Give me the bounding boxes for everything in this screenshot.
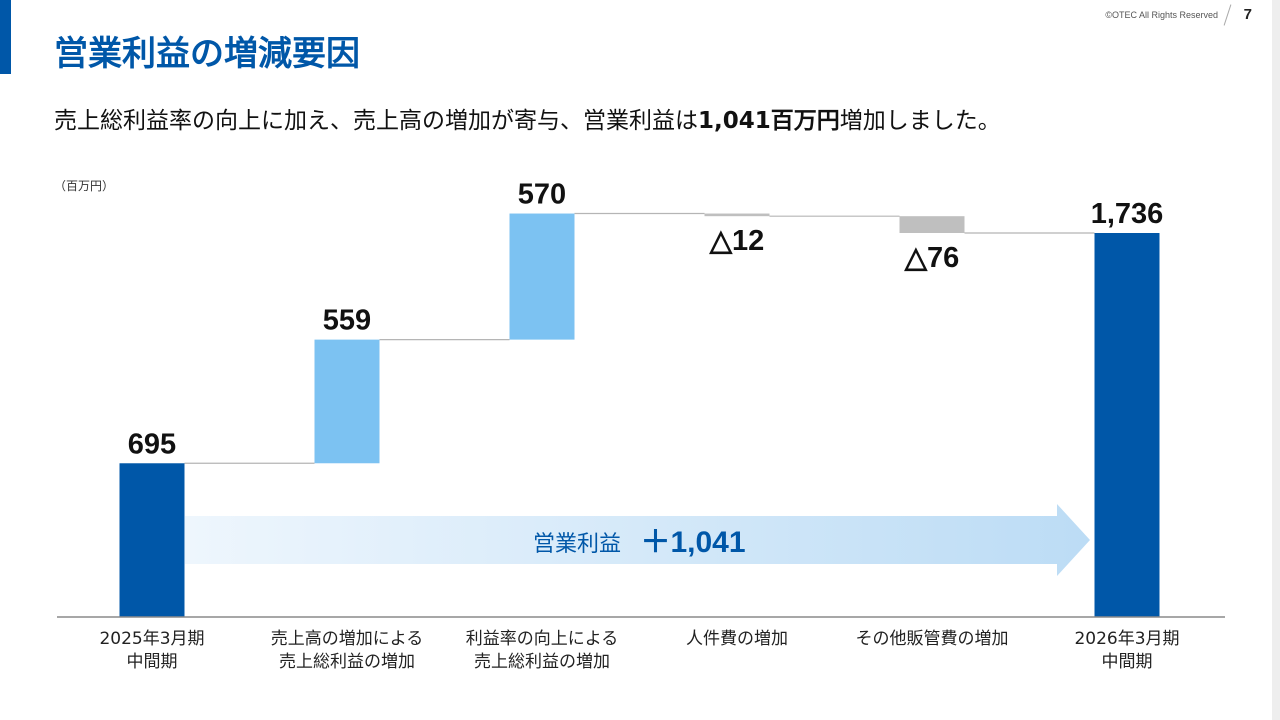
subtitle-text-bold: 1,041百万円 xyxy=(698,108,840,134)
data-label: 559 xyxy=(323,305,371,337)
category-label: 売上総利益の増加 xyxy=(474,652,610,672)
category-label: 売上高の増加による xyxy=(271,629,424,649)
subtitle-text-pre: 売上総利益率の向上に加え、売上高の増加が寄与、営業利益は xyxy=(54,108,698,134)
accent-bar xyxy=(0,0,11,74)
bar xyxy=(119,463,185,617)
bar xyxy=(509,213,575,340)
category-label: 2025年3月期 xyxy=(99,629,204,649)
page-subtitle: 売上総利益率の向上に加え、売上高の増加が寄与、営業利益は1,041百万円増加しま… xyxy=(54,108,1001,136)
data-label: △12 xyxy=(709,225,765,257)
right-edge-strip xyxy=(1272,0,1280,720)
bar xyxy=(899,216,965,233)
subtitle-text-post: 増加しました。 xyxy=(839,108,1001,134)
data-label: 570 xyxy=(518,179,566,211)
unit-label: （百万円） xyxy=(54,179,114,193)
arrow-annotation-value: ＋1,041 xyxy=(640,526,745,559)
bar xyxy=(704,213,770,217)
data-label: △76 xyxy=(904,242,960,274)
arrow-annotation-label: 営業利益 xyxy=(533,531,621,556)
bar xyxy=(1094,233,1160,617)
category-label: 人件費の増加 xyxy=(686,629,788,649)
category-label: 中間期 xyxy=(127,652,178,672)
category-label: 利益率の向上による xyxy=(466,629,619,649)
category-label: 2026年3月期 xyxy=(1074,629,1179,649)
data-label: 1,736 xyxy=(1091,198,1164,230)
page-number: 7 xyxy=(1243,6,1252,23)
page-title: 営業利益の増減要因 xyxy=(54,34,360,74)
category-label: 売上総利益の増加 xyxy=(279,652,415,672)
category-label: その他販管費の増加 xyxy=(856,629,1009,649)
copyright: ©OTEC All Rights Reserved xyxy=(1105,10,1218,20)
bar xyxy=(314,339,380,464)
data-label: 695 xyxy=(128,428,176,460)
category-label: 中間期 xyxy=(1102,652,1153,672)
increase-arrow xyxy=(185,504,1090,576)
